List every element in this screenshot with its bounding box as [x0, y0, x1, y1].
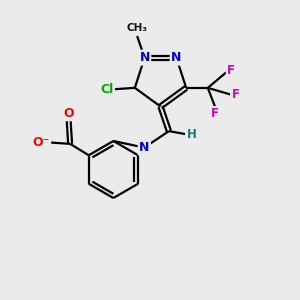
Text: N: N: [140, 51, 150, 64]
Text: CH₃: CH₃: [127, 23, 148, 33]
Text: H: H: [187, 128, 196, 141]
Text: N: N: [139, 141, 149, 154]
Text: O: O: [63, 107, 74, 120]
Text: F: F: [232, 88, 240, 101]
Text: Cl: Cl: [100, 83, 113, 96]
Text: O⁻: O⁻: [32, 136, 50, 149]
Text: F: F: [211, 107, 219, 120]
Text: N: N: [171, 51, 182, 64]
Text: F: F: [227, 64, 235, 77]
